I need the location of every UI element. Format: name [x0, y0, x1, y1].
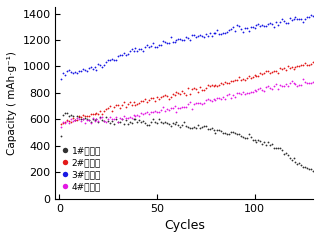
1#辉鑂矿: [227, 132, 231, 135]
4#辉鑂矿: [167, 109, 171, 111]
2#辉鑂矿: [60, 122, 63, 125]
Legend: 1#辉鑂矿, 2#辉鑂矿, 3#辉鑂矿, 4#辉鑂矿: 1#辉鑂矿, 2#辉鑂矿, 3#辉鑂矿, 4#辉鑂矿: [60, 143, 104, 194]
4#辉鑂矿: [60, 125, 63, 128]
3#辉鑂矿: [225, 30, 229, 33]
2#辉鑂矿: [280, 68, 284, 71]
4#辉鑂矿: [311, 80, 315, 83]
3#辉鑂矿: [167, 41, 171, 44]
4#辉鑂矿: [257, 87, 260, 90]
1#辉鑂矿: [169, 124, 172, 127]
3#辉鑂矿: [311, 14, 315, 17]
1#辉鑂矿: [259, 140, 262, 142]
3#辉鑂矿: [245, 26, 249, 29]
4#辉鑂矿: [245, 92, 249, 95]
1#辉鑂矿: [60, 135, 63, 138]
1#辉鑂矿: [247, 133, 251, 136]
Line: 3#辉鑂矿: 3#辉鑂矿: [60, 14, 314, 80]
4#辉鑂矿: [190, 107, 194, 110]
1#辉鑂矿: [192, 125, 196, 128]
4#辉鑂矿: [128, 115, 132, 118]
3#辉鑂矿: [60, 78, 63, 81]
3#辉鑂矿: [128, 49, 132, 52]
3#辉鑂矿: [309, 14, 313, 17]
Line: 1#辉鑂矿: 1#辉鑂矿: [60, 112, 314, 172]
Line: 4#辉鑂矿: 4#辉鑂矿: [60, 79, 314, 128]
2#辉鑂矿: [196, 90, 200, 93]
2#辉鑂矿: [311, 61, 315, 64]
2#辉鑂矿: [290, 66, 293, 69]
4#辉鑂矿: [301, 78, 305, 81]
4#辉鑂矿: [225, 94, 229, 97]
2#辉鑂矿: [71, 116, 75, 119]
2#辉鑂矿: [239, 78, 243, 81]
3#辉鑂矿: [190, 34, 194, 37]
Y-axis label: Capacity ( mAh·g⁻¹): Capacity ( mAh·g⁻¹): [7, 51, 17, 155]
1#辉鑂矿: [311, 170, 315, 173]
Line: 2#辉鑂矿: 2#辉鑂矿: [60, 61, 314, 125]
1#辉鑂矿: [63, 111, 67, 114]
1#辉鑂矿: [130, 122, 133, 125]
X-axis label: Cycles: Cycles: [164, 219, 205, 232]
2#辉鑂矿: [272, 69, 276, 72]
3#辉鑂矿: [257, 23, 260, 26]
